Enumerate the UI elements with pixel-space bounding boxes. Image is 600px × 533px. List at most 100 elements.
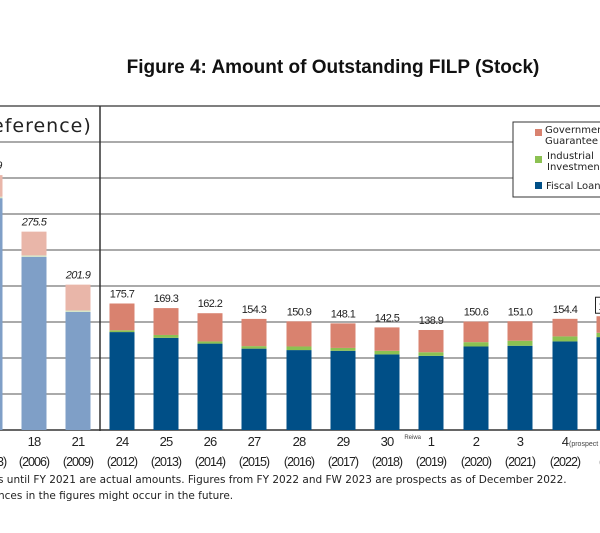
legend-box <box>512 121 600 198</box>
data-label: 175.7 <box>110 288 135 300</box>
bar-industrial-investment <box>197 341 223 344</box>
data-label: 1 <box>599 301 600 313</box>
bar-government-guarantee <box>552 318 578 337</box>
data-label: 169.3 <box>154 293 179 305</box>
bar-fiscal-loan <box>330 350 356 430</box>
bar-fiscal-loan <box>153 337 179 430</box>
x-tick-year: (2017) <box>328 455 359 469</box>
x-tick-era: 29 <box>337 434 350 449</box>
bar-industrial-investment <box>596 332 600 338</box>
bar-industrial-investment <box>374 350 400 355</box>
bar-fiscal-loan <box>418 355 444 430</box>
bar-fiscal-loan <box>197 343 223 430</box>
bar-government-guarantee <box>286 321 312 347</box>
x-tick-era: 24 <box>116 434 129 449</box>
bars <box>0 175 600 430</box>
x-tick-year: (2012) <box>107 455 138 469</box>
footnote-1: s until FY 2021 are actual amounts. Figu… <box>0 474 567 486</box>
bar-industrial-investment <box>330 347 356 351</box>
legend-label-fiscal-loan: Fiscal Loan <box>546 181 600 192</box>
data-label: 150.6 <box>464 307 489 319</box>
x-tick-year: (2020) <box>461 455 492 469</box>
chart-title: Figure 4: Amount of Outstanding FILP (St… <box>126 57 540 78</box>
x-tick-year: (2016) <box>284 455 315 469</box>
bar-fiscal-loan <box>109 332 135 430</box>
bar-industrial-investment <box>463 342 489 347</box>
bar-fiscal-loan <box>0 198 3 430</box>
bar-government-guarantee <box>109 303 135 331</box>
bar-industrial-investment <box>418 352 444 356</box>
bar-industrial-investment <box>153 334 179 338</box>
bar-industrial-investment <box>0 196 3 199</box>
data-label: 138.9 <box>419 315 444 327</box>
x-tick-era: 27 <box>248 434 261 449</box>
x-tick-era: 2 <box>473 434 480 449</box>
legend-swatch-industrial-investment <box>535 156 542 163</box>
data-label: 9 <box>0 160 2 172</box>
bar-fiscal-loan <box>463 346 489 430</box>
bar-fiscal-loan <box>374 354 400 430</box>
x-tick-era: 4 <box>562 434 569 449</box>
bar-fiscal-loan <box>65 311 91 430</box>
data-label-box <box>595 296 600 314</box>
x-tick-era: 28 <box>293 434 306 449</box>
x-tick-year: (2015) <box>239 455 270 469</box>
bar-industrial-investment <box>65 310 91 312</box>
legend-swatch-fiscal-loan <box>535 182 542 189</box>
data-label: 151.0 <box>508 306 533 318</box>
data-label: 154.3 <box>242 304 267 316</box>
data-label: 150.9 <box>287 306 312 318</box>
bar-fiscal-loan <box>596 337 600 430</box>
data-label: 162.2 <box>198 298 223 310</box>
bar-government-guarantee <box>153 308 179 335</box>
x-tick-year: (2009) <box>63 455 94 469</box>
bar-industrial-investment <box>21 255 47 257</box>
x-tick-year: (2021) <box>505 455 536 469</box>
bar-industrial-investment <box>507 340 533 346</box>
bar-industrial-investment <box>286 346 312 351</box>
bar-government-guarantee <box>0 175 3 197</box>
x-tick-era: 26 <box>204 434 217 449</box>
legend-swatch-government-guarantee <box>535 129 542 136</box>
x-tick-year: (2013) <box>151 455 182 469</box>
bar-government-guarantee <box>330 323 356 348</box>
x-tick-year: (2022) <box>550 455 581 469</box>
x-tick-era: 25 <box>160 434 173 449</box>
bar-government-guarantee <box>65 284 91 311</box>
bar-government-guarantee <box>507 321 533 341</box>
bar-fiscal-loan <box>21 256 47 430</box>
legend: GovernmentGuarantee IndustrialInvestment… <box>512 121 600 198</box>
x-tick-era-prefix: Reiwa <box>404 435 421 441</box>
data-label: 142.5 <box>375 312 400 324</box>
bar-fiscal-loan <box>507 345 533 430</box>
data-label: 201.9 <box>65 270 91 282</box>
data-label: 275.5 <box>21 217 48 229</box>
bar-industrial-investment <box>109 330 135 333</box>
x-tick-year: (2018) <box>372 455 403 469</box>
x-tick-era-suffix: (prospect <box>569 441 598 448</box>
bar-fiscal-loan <box>241 348 267 430</box>
panel-label: eference) <box>0 115 92 137</box>
bar-fiscal-loan <box>552 341 578 430</box>
bar-government-guarantee <box>463 321 489 343</box>
data-label: 148.1 <box>331 308 356 320</box>
x-tick-era: 3 <box>517 434 524 449</box>
data-label: 154.4 <box>553 304 578 316</box>
bar-government-guarantee <box>596 316 600 333</box>
legend-label-industrial-investment: Industrial Investment <box>547 151 600 173</box>
bar-industrial-investment <box>241 346 267 349</box>
x-tick-era: 30 <box>381 434 394 449</box>
x-tick-year: 3) <box>0 455 7 469</box>
footnote-2: nces in the figures might occur in the f… <box>0 490 234 502</box>
bar-government-guarantee <box>197 313 223 342</box>
bar-government-guarantee <box>241 318 267 347</box>
bar-fiscal-loan <box>286 350 312 430</box>
bar-government-guarantee <box>374 327 400 351</box>
x-tick-era: 21 <box>72 434 85 449</box>
x-tick-year: (2019) <box>416 455 447 469</box>
x-tick-year: (2006) <box>19 455 50 469</box>
bar-industrial-investment <box>552 336 578 342</box>
x-tick-year: (2014) <box>195 455 226 469</box>
x-tick-era: 18 <box>28 434 41 449</box>
